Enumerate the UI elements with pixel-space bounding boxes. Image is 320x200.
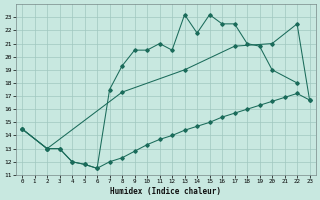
X-axis label: Humidex (Indice chaleur): Humidex (Indice chaleur) — [110, 187, 221, 196]
